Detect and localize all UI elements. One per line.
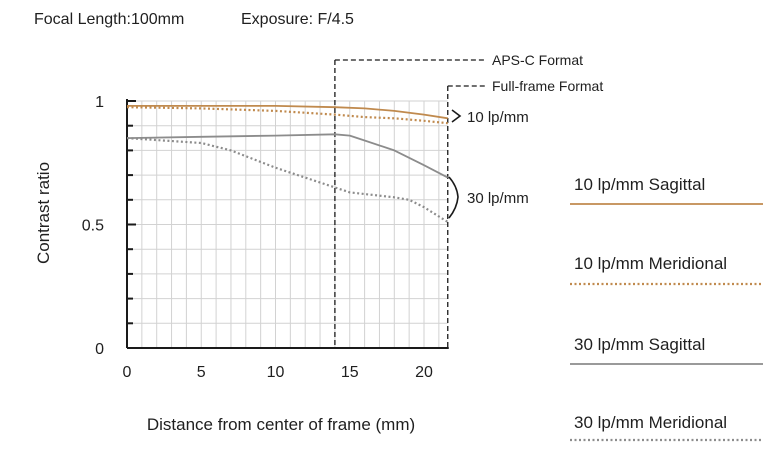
series-line-4 [126, 137, 449, 223]
group-annotations: 10 lp/mm 30 lp/mm [448, 109, 529, 219]
series-line-3 [126, 133, 449, 179]
x-tick-label: 10 [267, 364, 285, 381]
legend-label: 30 lp/mm Meridional [574, 413, 727, 432]
series-lines [126, 105, 449, 223]
series-line-1 [127, 105, 448, 120]
group-label-30lpmm: 30 lp/mm [467, 190, 529, 207]
legend: 10 lp/mm Sagittal 10 lp/mm Meridional 30 l… [570, 175, 763, 442]
format-markers: APS-C Format Full-frame Format [334, 52, 603, 348]
exposure-label: Exposure: F/4.5 [241, 11, 354, 28]
y-tick-label: 0 [95, 341, 104, 358]
legend-label: 30 lp/mm Sagittal [574, 335, 705, 354]
y-tick-label: 0.5 [82, 218, 104, 235]
y-axis-label: Contrast ratio [34, 162, 53, 264]
legend-label: 10 lp/mm Meridional [574, 254, 727, 273]
format-marker-label: APS-C Format [492, 52, 583, 68]
bracket-10lpmm-icon [451, 109, 462, 123]
format-marker-label: Full-frame Format [492, 78, 603, 94]
x-tick-label: 20 [415, 364, 433, 381]
x-tick-label: 5 [197, 364, 206, 381]
focal-length-label: Focal Length:100mm [34, 11, 184, 28]
x-tick-label: 0 [123, 364, 132, 381]
bracket-30lpmm-icon [448, 176, 459, 219]
series-line-2 [126, 106, 448, 125]
x-axis-label: Distance from center of frame (mm) [147, 415, 415, 434]
group-label-10lpmm: 10 lp/mm [467, 109, 529, 126]
y-tick-label: 1 [95, 94, 104, 111]
legend-label: 10 lp/mm Sagittal [574, 175, 705, 194]
tick-labels: 0 5 10 15 20 0 0.5 1 [82, 94, 433, 381]
x-tick-label: 15 [341, 364, 359, 381]
axes [126, 99, 449, 349]
